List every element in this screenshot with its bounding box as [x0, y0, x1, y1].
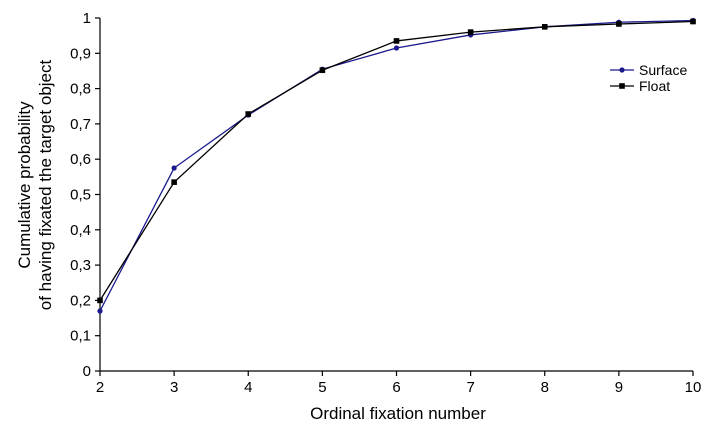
series-line-surface: [99, 19, 694, 312]
legend-marker-float: [619, 83, 625, 89]
axes: [95, 17, 694, 376]
y-axis-label-line-1: Cumulative probability: [15, 101, 34, 269]
data-point-surface: [393, 45, 400, 51]
x-tick-label: 5: [318, 379, 326, 396]
x-tick-label: 6: [392, 379, 400, 396]
series-line-float: [99, 20, 694, 301]
x-tick-label: 2: [96, 379, 104, 396]
y-tick-label: 0,7: [70, 116, 91, 133]
data-point-float: [171, 179, 177, 185]
y-tick-label: 0,2: [70, 292, 91, 309]
data-point-surface: [171, 165, 177, 171]
y-tick-label: 0,1: [70, 328, 91, 345]
y-tick-label: 0,4: [70, 222, 91, 239]
data-point-float: [690, 18, 696, 25]
data-point-float: [541, 24, 548, 30]
data-point-float: [467, 29, 474, 35]
y-tick-label: 0,5: [70, 187, 91, 204]
x-tick-label: 3: [170, 379, 178, 396]
y-tick-labels: 0 0,1 0,2 0,3 0,4 0,5 0,6 0,7 0,8 0,9 1: [70, 10, 91, 380]
legend-marker-surface: [619, 67, 625, 73]
x-tick-label: 8: [541, 379, 549, 396]
data-point-float: [319, 67, 326, 74]
data-point-float: [97, 297, 103, 304]
data-point-float: [616, 21, 622, 27]
y-tick-label: 0,9: [70, 45, 91, 62]
x-tick-label: 7: [466, 379, 474, 396]
data-point-float: [393, 38, 400, 44]
x-tick-label: 4: [244, 379, 252, 396]
x-axis-label: Ordinal fixation number: [310, 404, 486, 423]
data-point-surface: [97, 308, 103, 314]
y-axis-label-line-2: of having fixated the target object: [36, 60, 55, 311]
y-tick-label: 0,8: [70, 81, 91, 98]
x-tick-label: 9: [615, 379, 623, 396]
series-group: [97, 17, 696, 314]
y-tick-label: 0,3: [70, 257, 91, 274]
y-tick-label: 0: [83, 363, 91, 380]
y-tick-label: 0,6: [70, 151, 91, 168]
legend-label-surface: Surface: [639, 62, 687, 78]
x-tick-label: 10: [685, 379, 702, 396]
y-tick-label: 1: [83, 10, 91, 27]
x-tick-labels: 2 3 4 5 6 7 8 9 10: [96, 379, 702, 396]
data-point-float: [245, 111, 252, 117]
legend-label-float: Float: [639, 78, 670, 94]
